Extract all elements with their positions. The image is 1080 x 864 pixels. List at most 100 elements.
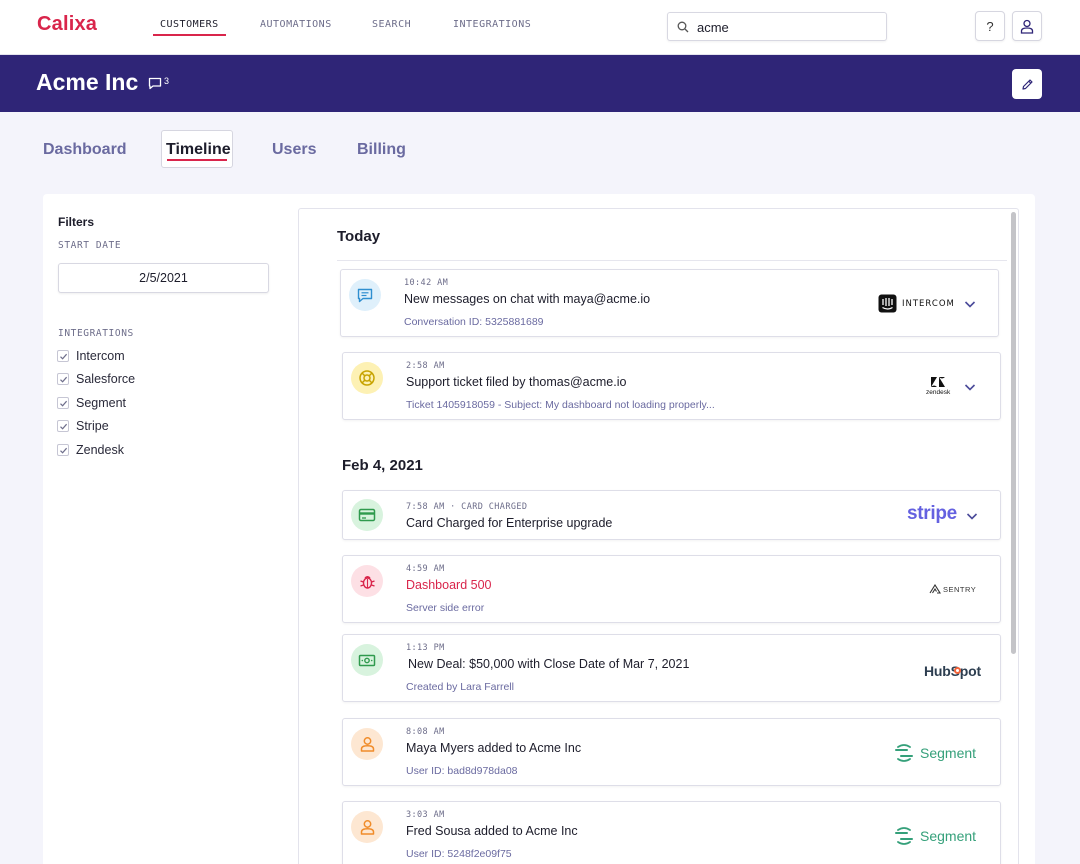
message-count[interactable]: 3 [148, 76, 170, 90]
top-navigation: Calixa CUSTOMERS AUTOMATIONS SEARCH INTE… [0, 0, 1080, 55]
timeline-event[interactable]: 10:42 AM New messages on chat with maya@… [340, 269, 999, 337]
chat-icon [349, 279, 381, 311]
event-subtitle: Created by Lara Farrell [406, 681, 514, 693]
event-title: Maya Myers added to Acme Inc [406, 741, 582, 755]
sentry-icon [929, 584, 941, 594]
event-subtitle: User ID: bad8d978da08 [406, 765, 518, 777]
stripe-logo: stripe [907, 503, 957, 525]
chat-bubble-icon [148, 77, 162, 90]
user-icon [1020, 19, 1034, 34]
event-time: 4:59 AM [406, 564, 445, 574]
bug-icon [351, 565, 383, 597]
zendesk-icon [931, 377, 946, 387]
hubspot-wordmark: HubSpot [924, 663, 981, 679]
event-time: 2:58 AM [406, 361, 445, 371]
event-time: 8:08 AM [406, 727, 445, 737]
integrations-label: INTEGRATIONS [58, 328, 134, 339]
zendesk-logo: zendesk [926, 376, 950, 396]
money-icon [351, 644, 383, 676]
checkbox-checked-icon[interactable] [57, 350, 69, 362]
intercom-icon [878, 294, 897, 313]
event-time: 10:42 AM [404, 278, 449, 288]
customer-header: Acme Inc 3 [0, 55, 1080, 112]
segment-icon [895, 744, 913, 762]
sentry-wordmark: SENTRY [943, 584, 977, 594]
zendesk-wordmark: zendesk [926, 389, 951, 396]
event-title: Support ticket filed by thomas@acme.io [406, 375, 627, 389]
start-date-label: START DATE [58, 240, 122, 251]
filter-label: Intercom [76, 349, 125, 363]
help-button[interactable]: ? [975, 11, 1005, 41]
nav-search[interactable]: SEARCH [372, 19, 412, 30]
event-time: 7:58 AM · CARD CHARGED [406, 502, 528, 512]
tab-timeline-frame [161, 130, 233, 168]
event-title: New Deal: $50,000 with Close Date of Mar… [408, 657, 690, 671]
hubspot-logo: HubSpot [924, 663, 981, 679]
timeline-event[interactable]: 4:59 AM Dashboard 500 Server side error … [342, 555, 1001, 623]
chevron-down-icon[interactable] [965, 509, 979, 523]
event-time: 1:13 PM [406, 643, 445, 653]
scrollbar-thumb[interactable] [1011, 212, 1016, 654]
filter-label: Stripe [76, 419, 109, 433]
segment-logo: Segment [894, 827, 976, 845]
tab-billing[interactable]: Billing [357, 141, 406, 158]
start-date-input[interactable]: 2/5/2021 [58, 263, 269, 293]
search-box[interactable] [667, 12, 887, 41]
sentry-logo: SENTRY [929, 584, 976, 594]
event-title: New messages on chat with maya@acme.io [404, 292, 651, 306]
timeline-event[interactable]: 3:03 AM Fred Sousa added to Acme Inc Use… [342, 801, 1001, 864]
filter-label: Zendesk [76, 443, 124, 457]
calixa-logo[interactable]: Calixa [37, 13, 98, 35]
nav-integrations[interactable]: INTEGRATIONS [453, 19, 532, 30]
help-icon: ? [986, 18, 994, 34]
stripe-wordmark: stripe [907, 503, 957, 524]
filter-stripe[interactable]: Stripe [57, 418, 109, 434]
hubspot-sprocket-icon [953, 667, 961, 674]
filter-label: Segment [76, 396, 127, 410]
message-count-value: 3 [164, 76, 170, 86]
tab-users[interactable]: Users [272, 141, 317, 158]
timeline-event[interactable]: 7:58 AM · CARD CHARGED Card Charged for … [342, 490, 1001, 540]
person-icon [351, 811, 383, 843]
intercom-wordmark: INTERCOM [902, 298, 955, 309]
person-icon [351, 728, 383, 760]
section-title-today: Today [337, 228, 381, 245]
credit-card-icon [351, 499, 383, 531]
segment-wordmark: Segment [920, 745, 977, 761]
filter-segment[interactable]: Segment [57, 395, 126, 411]
checkbox-checked-icon[interactable] [57, 444, 69, 456]
event-subtitle: Server side error [406, 602, 485, 614]
filter-label: Salesforce [76, 372, 136, 386]
segment-logo: Segment [894, 744, 976, 762]
checkbox-checked-icon[interactable] [57, 397, 69, 409]
checkbox-checked-icon[interactable] [57, 420, 69, 432]
segment-wordmark: Segment [920, 828, 977, 844]
filter-salesforce[interactable]: Salesforce [57, 371, 135, 387]
chevron-down-icon[interactable] [963, 380, 977, 394]
search-icon [677, 21, 689, 33]
event-title: Dashboard 500 [406, 578, 492, 592]
edit-button[interactable] [1012, 69, 1042, 99]
filter-zendesk[interactable]: Zendesk [57, 442, 124, 458]
tab-timeline[interactable]: Timeline [166, 141, 231, 158]
segment-icon [895, 827, 913, 845]
filters-title: Filters [58, 215, 95, 229]
event-subtitle: Conversation ID: 5325881689 [404, 316, 544, 328]
user-menu-button[interactable] [1012, 11, 1042, 41]
section-divider [337, 260, 1007, 261]
event-subtitle: User ID: 5248f2e09f75 [406, 848, 512, 860]
chevron-down-icon[interactable] [963, 297, 977, 311]
pencil-icon [1021, 78, 1033, 90]
timeline-event[interactable]: 8:08 AM Maya Myers added to Acme Inc Use… [342, 718, 1001, 786]
search-input[interactable] [697, 18, 877, 36]
timeline-event[interactable]: 2:58 AM Support ticket filed by thomas@a… [342, 352, 1001, 420]
nav-customers[interactable]: CUSTOMERS [153, 19, 226, 36]
nav-automations[interactable]: AUTOMATIONS [260, 19, 332, 30]
tab-dashboard[interactable]: Dashboard [43, 141, 127, 158]
lifebuoy-icon [351, 362, 383, 394]
checkbox-checked-icon[interactable] [57, 373, 69, 385]
timeline-event[interactable]: 1:13 PM New Deal: $50,000 with Close Dat… [342, 634, 1001, 702]
filter-intercom[interactable]: Intercom [57, 348, 125, 364]
intercom-logo: INTERCOM [878, 294, 955, 313]
company-name: Acme Inc [36, 69, 139, 95]
